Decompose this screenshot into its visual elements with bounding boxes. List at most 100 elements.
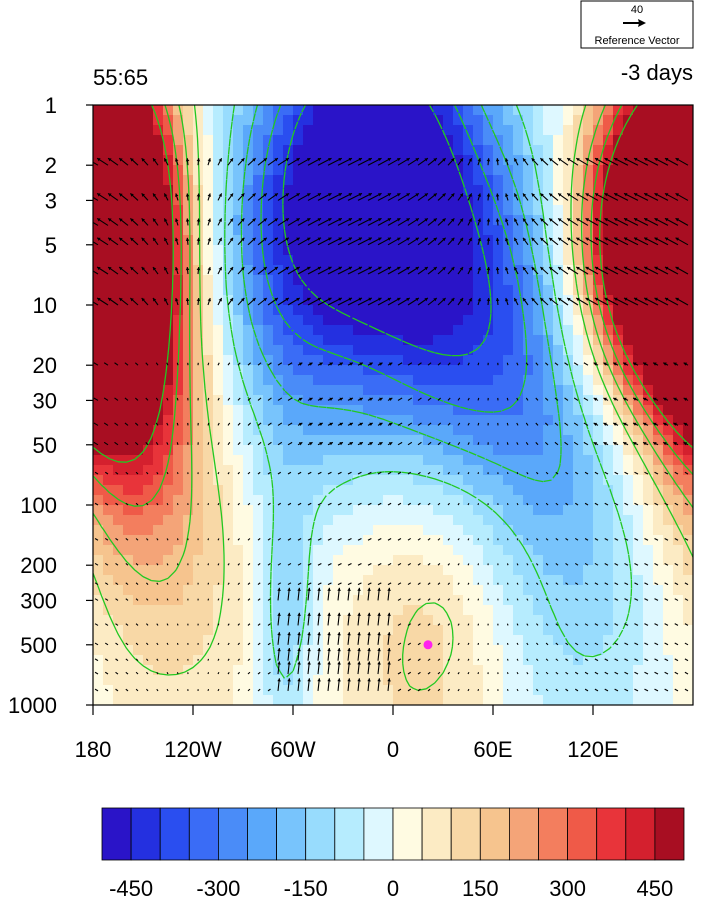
field-cell xyxy=(223,115,234,126)
field-cell xyxy=(443,165,454,176)
field-cell xyxy=(513,525,524,536)
field-cell xyxy=(603,115,614,126)
field-cell xyxy=(283,185,294,196)
field-cell xyxy=(143,465,154,476)
field-cell xyxy=(123,125,134,136)
field-cell xyxy=(173,545,184,556)
field-cell xyxy=(373,295,384,306)
field-cell xyxy=(383,405,394,416)
field-cell xyxy=(203,185,214,196)
wind-vector xyxy=(624,502,629,506)
field-cell xyxy=(473,125,484,136)
field-cell xyxy=(343,445,354,456)
field-cell xyxy=(423,145,434,156)
field-cell xyxy=(133,445,144,456)
field-cell xyxy=(293,415,304,426)
field-cell xyxy=(113,445,124,456)
field-cell xyxy=(213,235,224,246)
field-cell xyxy=(193,285,204,296)
field-cell xyxy=(353,235,364,246)
field-cell xyxy=(403,575,414,586)
field-cell xyxy=(413,125,424,136)
field-cell xyxy=(243,555,254,566)
field-cell xyxy=(433,105,444,116)
field-cell xyxy=(253,565,264,576)
wind-vector xyxy=(555,563,559,566)
wind-vector-head xyxy=(263,237,267,242)
wind-vector-head xyxy=(468,193,472,197)
field-cell xyxy=(293,565,304,576)
wind-vector-head xyxy=(185,158,190,162)
field-cell xyxy=(93,565,104,576)
field-cell xyxy=(373,205,384,216)
field-cell xyxy=(373,165,384,176)
field-cell xyxy=(343,205,354,216)
field-cell xyxy=(453,545,464,556)
field-cell xyxy=(543,585,554,596)
field-cell xyxy=(523,465,534,476)
field-cell xyxy=(523,265,534,276)
wind-vector-head xyxy=(327,587,331,592)
field-cell xyxy=(533,355,544,366)
field-cell xyxy=(103,695,114,705)
field-cell xyxy=(553,355,564,366)
wind-vector-head xyxy=(451,267,455,271)
wind-vector xyxy=(664,582,669,586)
field-cell xyxy=(303,505,314,516)
field-cell xyxy=(423,515,434,526)
field-cell xyxy=(283,415,294,426)
wind-vector xyxy=(134,441,139,446)
field-cell xyxy=(323,475,334,486)
field-cell xyxy=(573,575,584,586)
field-cell xyxy=(583,435,594,446)
field-cell xyxy=(433,495,444,506)
field-cell xyxy=(593,165,604,176)
field-cell xyxy=(683,595,693,606)
field-cell xyxy=(163,385,174,396)
wind-vector xyxy=(124,422,129,426)
field-cell xyxy=(333,235,344,246)
field-cell xyxy=(113,115,124,126)
field-cell xyxy=(513,235,524,246)
field-cell xyxy=(643,145,654,156)
wind-vector-head xyxy=(442,158,446,162)
field-cell xyxy=(473,265,484,276)
wind-vector-head xyxy=(347,587,351,592)
field-cell xyxy=(153,135,164,146)
field-cell xyxy=(573,585,584,596)
field-cell xyxy=(253,445,264,456)
field-cell xyxy=(233,565,244,576)
field-cell xyxy=(453,175,464,186)
field-cell xyxy=(623,245,634,256)
field-cell xyxy=(203,305,214,316)
field-cell xyxy=(453,355,464,366)
wind-vector-head xyxy=(141,218,145,222)
wind-vector-head xyxy=(558,267,562,271)
wind-vector xyxy=(516,502,519,506)
wind-vector-head xyxy=(522,237,527,242)
field-cell xyxy=(563,535,574,546)
field-cell xyxy=(683,685,693,696)
field-cell xyxy=(543,635,554,646)
field-cell xyxy=(183,475,194,486)
field-cell xyxy=(263,155,274,166)
field-cell xyxy=(533,575,544,586)
field-cell xyxy=(493,645,504,656)
field-cell xyxy=(363,445,374,456)
field-cell xyxy=(363,245,374,256)
wind-vector-head xyxy=(164,298,168,302)
field-cell xyxy=(163,335,174,346)
field-cell xyxy=(293,475,304,486)
wind-vector xyxy=(125,582,129,586)
field-cell xyxy=(403,135,414,146)
field-cell xyxy=(633,655,644,666)
field-cell xyxy=(593,235,604,246)
field-cell xyxy=(553,165,564,176)
field-cell xyxy=(143,195,154,206)
field-cell xyxy=(483,305,494,316)
wind-vector xyxy=(337,502,342,506)
field-cell xyxy=(443,585,454,596)
field-cell xyxy=(573,495,584,506)
field-cell xyxy=(403,115,414,126)
field-cell xyxy=(273,155,284,166)
